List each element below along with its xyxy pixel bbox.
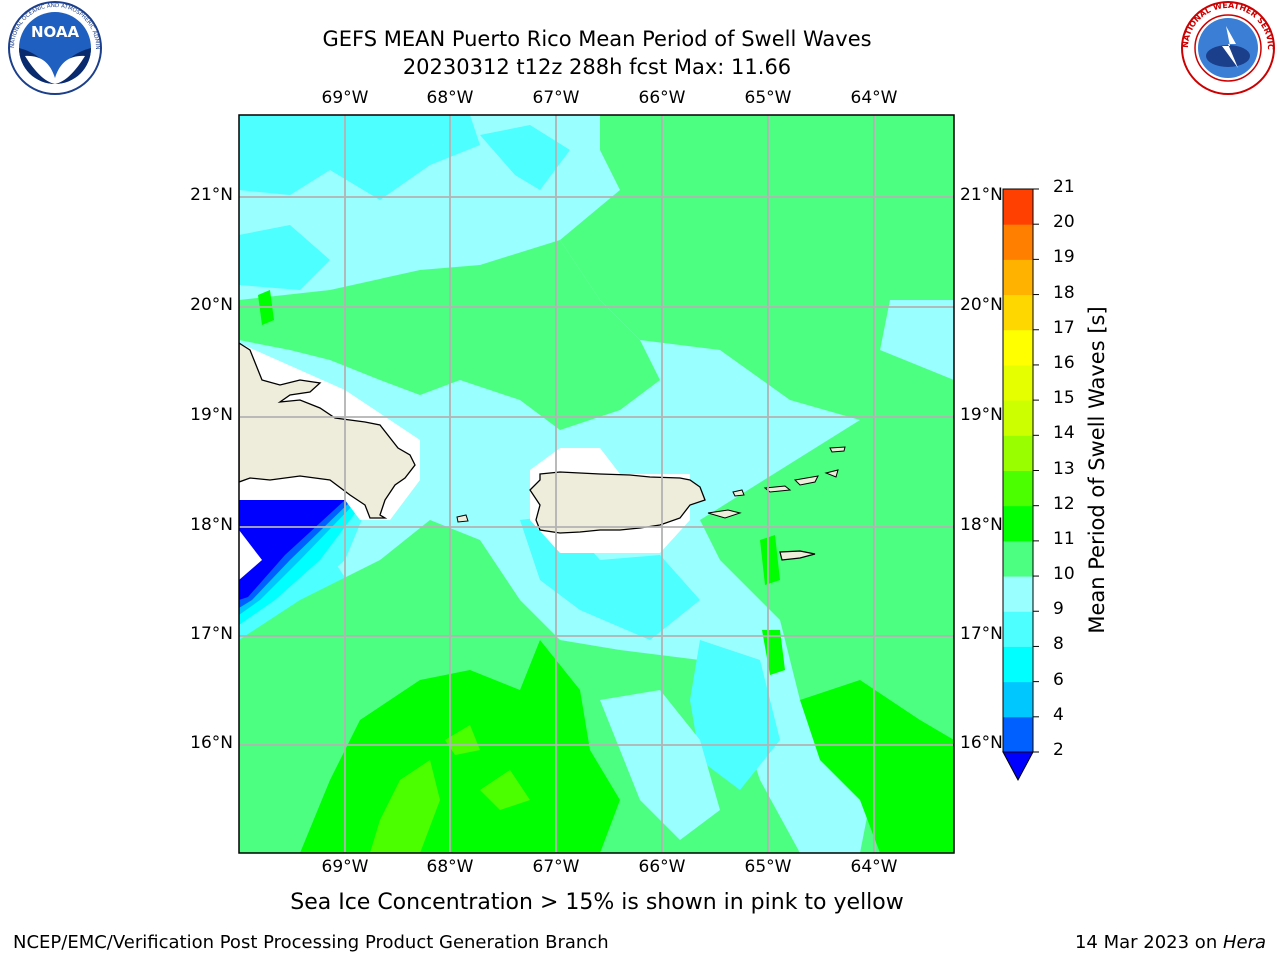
noaa-logo: NOAA NATIONAL OCEANIC AND ATMOSPHERIC AD… [0, 0, 102, 95]
colorbar-tick-label: 8 [1053, 634, 1064, 655]
land-stcroix [779, 550, 816, 561]
colorbar-title: Mean Period of Swell Waves [s] [1085, 306, 1109, 634]
colorbar-swatch [1003, 364, 1033, 401]
colorbar-swatch [1003, 716, 1033, 753]
colorbar-tick-label: 14 [1053, 423, 1075, 444]
lon-label-bottom: 66°W [638, 857, 686, 877]
field-10-11-northeast [560, 115, 954, 853]
field-8-9-southeast [690, 640, 780, 790]
colorbar-tick-label: 11 [1053, 528, 1075, 549]
colorbar-tick-label: 15 [1053, 388, 1075, 409]
lat-label-left: 17°N [190, 624, 233, 644]
colorbar [1002, 188, 1039, 782]
field-12-13-spot [480, 770, 530, 810]
map-subtitle: 20230312 t12z 288h fcst Max: 11.66 [402, 55, 792, 79]
land-anegada [829, 446, 846, 453]
land-culebra [732, 489, 745, 497]
lat-label-right: 16°N [960, 733, 1003, 753]
lat-label-right: 21°N [960, 185, 1003, 205]
colorbar-tick-label: 2 [1053, 740, 1064, 760]
lat-label-right: 18°N [960, 515, 1003, 535]
colorbar-tick-label: 13 [1053, 458, 1075, 479]
lat-label-left: 21°N [190, 185, 233, 205]
lon-label-top: 64°W [850, 88, 898, 108]
colorbar-tick-label: 12 [1053, 493, 1075, 514]
lon-label-top: 68°W [426, 88, 474, 108]
colorbar-tick-label: 18 [1053, 282, 1075, 303]
colorbar-swatch [1003, 505, 1033, 542]
colorbar-swatch [1003, 189, 1033, 225]
field-11-12-east [800, 680, 954, 853]
colorbar-extend-triangle [1002, 751, 1034, 782]
map-frame [238, 114, 955, 854]
colorbar-tick-label: 4 [1053, 704, 1064, 725]
sea-ice-note: Sea Ice Concentration > 15% is shown in … [290, 890, 904, 915]
field-8-9-nmid [480, 125, 570, 190]
colorbar-tick-label: 9 [1053, 599, 1064, 620]
colorbar-tick-label: 16 [1053, 352, 1075, 373]
graticule [239, 115, 954, 853]
lon-label-bottom: 64°W [850, 857, 898, 877]
lat-label-left: 18°N [190, 515, 233, 535]
land-bvi [824, 469, 839, 478]
colorbar-swatch [1003, 611, 1033, 647]
field-under-2-swcoast [239, 500, 345, 600]
footer-date: 14 Mar 2023 on Hera [1075, 932, 1266, 953]
colorbar-swatch [1003, 646, 1033, 683]
colorbar-swatch [1003, 259, 1033, 296]
lat-label-left: 19°N [190, 405, 233, 425]
no-data-hispaniola-sw [239, 530, 262, 580]
lat-label-left: 20°N [190, 295, 233, 315]
lon-label-top: 67°W [532, 88, 580, 108]
lat-label-left: 16°N [190, 733, 233, 753]
field-12-13-south [370, 760, 440, 853]
lon-label-bottom: 69°W [321, 857, 369, 877]
land-virgin-islands-2 [793, 475, 819, 486]
colorbar-swatch [1003, 681, 1033, 718]
footer-date-text: 14 Mar 2023 on [1074, 932, 1223, 953]
swell-period-field [239, 115, 954, 853]
colorbar-swatch [1003, 329, 1033, 366]
map-title: GEFS MEAN Puerto Rico Mean Period of Swe… [322, 27, 872, 51]
svg-text:NOAA: NOAA [31, 23, 80, 41]
colorbar-tick-label: 20 [1053, 212, 1075, 233]
colorbar-tick-label: 17 [1053, 317, 1075, 338]
colorbar-tick-label: 21 [1053, 177, 1075, 197]
colorbar-swatch [1003, 435, 1033, 471]
field-8-9-west [239, 225, 330, 290]
colorbar-tick-label: 19 [1053, 247, 1075, 268]
colorbar-swatch [1003, 470, 1033, 507]
land-hispaniola [239, 342, 416, 519]
colorbar-swatch [1003, 294, 1033, 331]
lat-label-right: 17°N [960, 624, 1003, 644]
footer-host: Hera [1222, 932, 1266, 953]
lon-label-bottom: 65°W [744, 857, 792, 877]
field-9-10-southeast [600, 690, 720, 840]
colorbar-swatch [1003, 540, 1033, 577]
colorbar-swatch [1003, 224, 1033, 260]
lon-label-top: 69°W [321, 88, 369, 108]
field-8-9-nw [239, 115, 480, 200]
lon-label-bottom: 67°W [532, 857, 580, 877]
colorbar-tick-label: 10 [1053, 564, 1075, 585]
land-vieques [707, 509, 742, 519]
land-mona [456, 514, 469, 523]
lon-label-top: 65°W [744, 88, 792, 108]
field-12-13-spot2 [445, 725, 480, 755]
colorbar-tick-label: 6 [1053, 669, 1064, 690]
colorbar-swatch [1003, 576, 1033, 612]
lat-label-right: 19°N [960, 405, 1003, 425]
lon-label-top: 66°W [638, 88, 686, 108]
field-11-12-spot1 [760, 535, 780, 585]
nws-logo: NATIONAL WEATHER SERVICE [1178, 0, 1275, 95]
lon-label-bottom: 68°W [426, 857, 474, 877]
footer-credit: NCEP/EMC/Verification Post Processing Pr… [13, 932, 609, 953]
lat-label-right: 20°N [960, 295, 1003, 315]
colorbar-swatch [1003, 400, 1033, 436]
